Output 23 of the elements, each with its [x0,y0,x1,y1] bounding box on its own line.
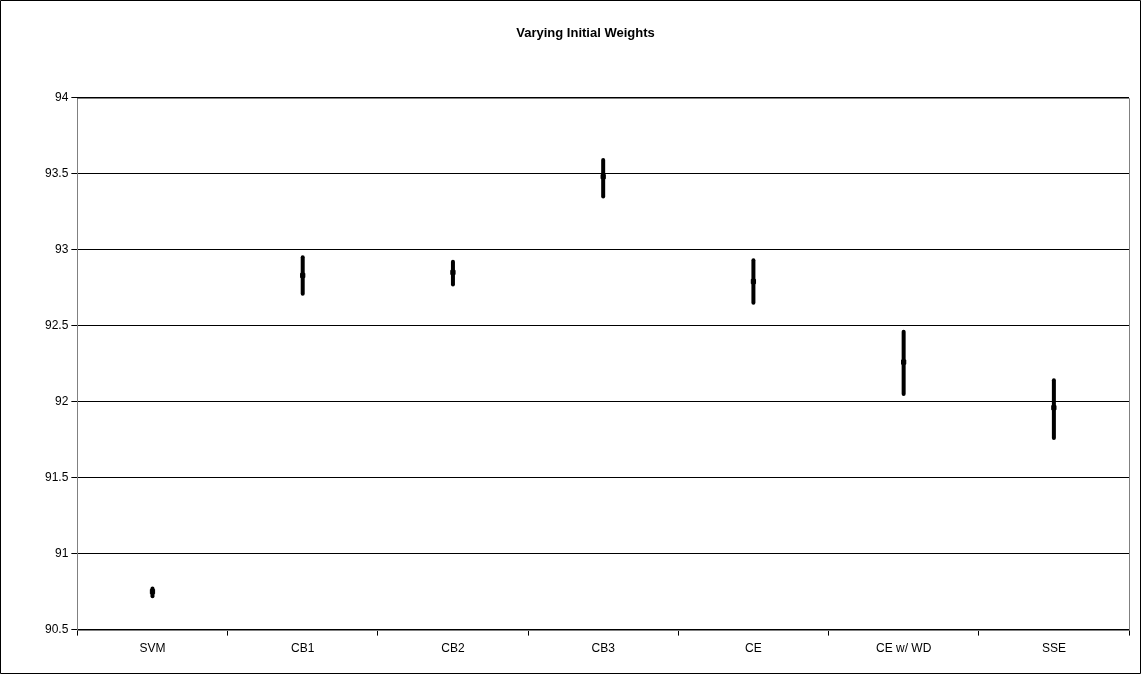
y-tick-label: 92.5 [45,317,69,332]
y-tick-label: 91.5 [45,469,69,484]
chart-title: Varying Initial Weights [516,25,655,41]
point [149,588,156,595]
x-tick-label: CE [745,641,762,656]
y-tick-label: 90.5 [45,621,69,636]
point [901,359,907,365]
point [600,174,606,180]
x-tick-label: CB3 [591,641,616,656]
y-tick-label: 93.5 [45,165,69,180]
point [750,278,757,285]
point [300,272,306,279]
y-tick-label: 92 [55,393,69,408]
y-tick-label: 94 [55,89,69,104]
x-tick-label: SVM [139,641,166,656]
x-tick-label: CB2 [441,641,465,656]
x-tick-label: CB1 [291,641,315,656]
point [450,269,456,276]
point [1051,405,1057,411]
y-tick-label: 93 [55,241,69,256]
x-tick-label: CE w/ WD [875,641,932,656]
x-tick-label: SSE [1041,641,1066,656]
y-tick-label: 91 [55,545,69,560]
